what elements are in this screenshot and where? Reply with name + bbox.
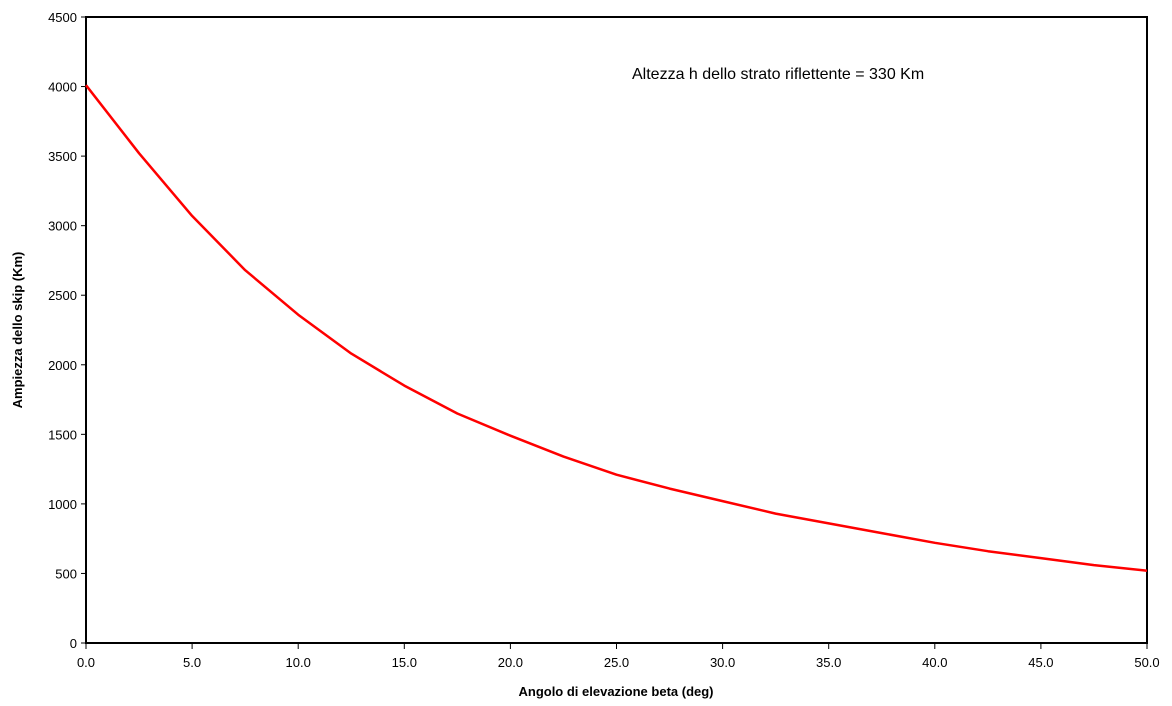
x-tick-label: 10.0 xyxy=(286,655,311,670)
x-tick-label: 25.0 xyxy=(604,655,629,670)
x-tick-label: 30.0 xyxy=(710,655,735,670)
x-tick-label: 20.0 xyxy=(498,655,523,670)
x-tick-label: 0.0 xyxy=(77,655,95,670)
x-tick-label: 50.0 xyxy=(1134,655,1159,670)
y-tick-label: 1000 xyxy=(48,497,77,512)
x-axis-title: Angolo di elevazione beta (deg) xyxy=(518,684,713,699)
chart-annotation: Altezza h dello strato riflettente = 330… xyxy=(632,66,924,83)
y-axis-title: Ampiezza dello skip (Km) xyxy=(10,252,25,409)
y-tick-label: 3500 xyxy=(48,149,77,164)
plot-area xyxy=(85,16,1148,644)
y-axis-ticks: 0 500 1000 1500 2000 2500 3000 3500 4000 4500 xyxy=(48,10,86,651)
x-tick-label: 15.0 xyxy=(392,655,417,670)
y-tick-label: 3000 xyxy=(48,219,77,234)
y-tick-label: 4500 xyxy=(48,10,77,25)
series-line xyxy=(85,84,1148,572)
x-tick-label: 35.0 xyxy=(816,655,841,670)
y-tick-label: 4000 xyxy=(48,80,77,95)
y-tick-label: 2500 xyxy=(48,288,77,303)
y-tick-label: 2000 xyxy=(48,358,77,373)
x-tick-label: 45.0 xyxy=(1028,655,1053,670)
x-axis-ticks: 0.0 5.0 10.0 15.0 20.0 25.0 30.0 35.0 40.0 45.0 50… xyxy=(77,643,1160,670)
y-tick-label: 0 xyxy=(70,636,77,651)
y-tick-label: 1500 xyxy=(48,427,77,442)
x-tick-label: 5.0 xyxy=(183,655,201,670)
x-tick-label: 40.0 xyxy=(922,655,947,670)
y-tick-label: 500 xyxy=(55,566,77,581)
